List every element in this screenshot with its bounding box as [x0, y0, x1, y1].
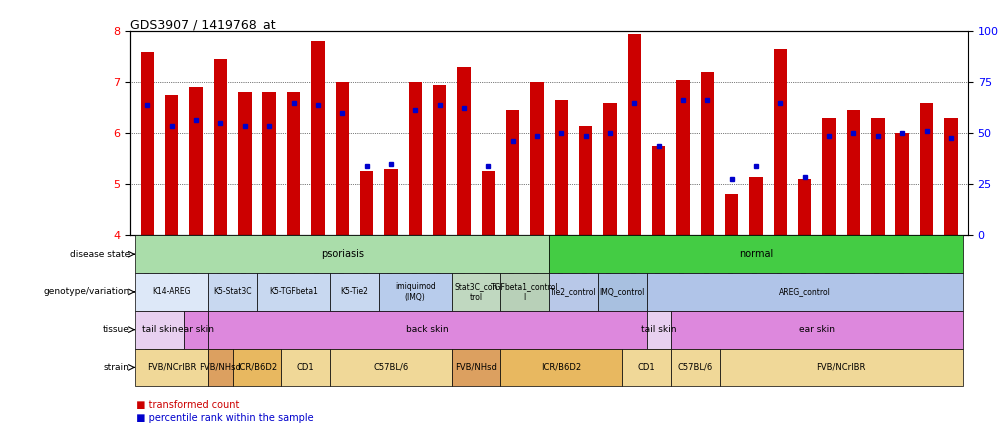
Bar	[651, 146, 664, 235]
Bar	[208, 311, 646, 349]
Bar	[943, 118, 957, 235]
Bar	[748, 177, 762, 235]
Bar	[360, 171, 373, 235]
Bar	[621, 349, 670, 386]
Bar	[135, 349, 208, 386]
Text: ear skin: ear skin	[799, 325, 834, 334]
Bar	[311, 41, 325, 235]
Text: AREG_control: AREG_control	[779, 287, 830, 297]
Bar	[627, 34, 640, 235]
Bar	[505, 110, 519, 235]
Bar	[135, 235, 549, 273]
Text: tissue: tissue	[103, 325, 130, 334]
Bar	[603, 103, 616, 235]
Bar	[670, 349, 718, 386]
Text: CD1: CD1	[637, 363, 654, 372]
Bar	[379, 273, 451, 311]
Text: ■ percentile rank within the sample: ■ percentile rank within the sample	[130, 413, 314, 423]
Bar	[670, 311, 962, 349]
Text: FVB/NHsd: FVB/NHsd	[455, 363, 497, 372]
Text: Tie2_control: Tie2_control	[550, 287, 596, 297]
Bar	[675, 79, 689, 235]
Text: ICR/B6D2: ICR/B6D2	[541, 363, 581, 372]
Bar	[724, 194, 737, 235]
Bar	[500, 349, 621, 386]
Bar	[208, 349, 232, 386]
Bar	[433, 85, 446, 235]
Bar	[287, 92, 300, 235]
Text: disease state: disease state	[69, 250, 130, 259]
Bar	[798, 179, 811, 235]
Bar	[330, 273, 379, 311]
Bar	[554, 100, 567, 235]
Text: CD1: CD1	[297, 363, 315, 372]
Text: K5-Tie2: K5-Tie2	[340, 287, 368, 297]
Text: ■ transformed count: ■ transformed count	[130, 400, 239, 410]
Text: FVB/NCrIBR: FVB/NCrIBR	[816, 363, 865, 372]
Text: IMQ_control: IMQ_control	[599, 287, 644, 297]
Text: genotype/variation: genotype/variation	[44, 287, 130, 297]
Bar	[237, 92, 252, 235]
Bar	[451, 273, 500, 311]
Bar	[578, 126, 592, 235]
Text: K14-AREG: K14-AREG	[152, 287, 190, 297]
Bar	[597, 273, 646, 311]
Text: normal: normal	[738, 249, 773, 259]
Text: FVB/NHsd: FVB/NHsd	[199, 363, 241, 372]
Bar	[822, 118, 835, 235]
Bar	[895, 133, 908, 235]
Text: Stat3C_con
trol: Stat3C_con trol	[454, 282, 497, 301]
Bar	[135, 273, 208, 311]
Text: K5-Stat3C: K5-Stat3C	[213, 287, 252, 297]
Bar	[549, 235, 962, 273]
Text: K5-TGFbeta1: K5-TGFbeta1	[269, 287, 318, 297]
Bar	[213, 59, 226, 235]
Bar	[384, 169, 397, 235]
Bar	[700, 72, 713, 235]
Bar	[135, 311, 183, 349]
Text: tail skin: tail skin	[640, 325, 675, 334]
Bar	[718, 349, 962, 386]
Bar	[189, 87, 202, 235]
Bar	[408, 82, 422, 235]
Bar	[451, 349, 500, 386]
Bar	[481, 171, 494, 235]
Bar	[232, 349, 281, 386]
Bar	[336, 82, 349, 235]
Bar	[846, 110, 860, 235]
Text: GDS3907 / 1419768_at: GDS3907 / 1419768_at	[130, 18, 276, 31]
Text: FVB/NCrIBR: FVB/NCrIBR	[147, 363, 196, 372]
Text: tail skin: tail skin	[141, 325, 177, 334]
Text: psoriasis: psoriasis	[321, 249, 364, 259]
Bar	[646, 273, 962, 311]
Bar	[500, 273, 549, 311]
Bar	[257, 273, 330, 311]
Bar	[457, 67, 470, 235]
Text: back skin: back skin	[406, 325, 448, 334]
Text: TGFbeta1_control
l: TGFbeta1_control l	[491, 282, 558, 301]
Text: strain: strain	[104, 363, 130, 372]
Text: imiquimod
(IMQ): imiquimod (IMQ)	[395, 282, 435, 301]
Bar	[165, 95, 178, 235]
Bar	[646, 311, 670, 349]
Bar	[183, 311, 208, 349]
Bar	[549, 273, 597, 311]
Text: ICR/B6D2: ICR/B6D2	[236, 363, 277, 372]
Bar	[330, 349, 451, 386]
Text: ear skin: ear skin	[178, 325, 213, 334]
Text: C57BL/6: C57BL/6	[373, 363, 408, 372]
Bar	[140, 52, 154, 235]
Bar	[208, 273, 257, 311]
Bar	[919, 103, 932, 235]
Bar	[530, 82, 543, 235]
Bar	[871, 118, 884, 235]
Bar	[263, 92, 276, 235]
Bar	[773, 49, 787, 235]
Bar	[281, 349, 330, 386]
Text: C57BL/6: C57BL/6	[677, 363, 712, 372]
